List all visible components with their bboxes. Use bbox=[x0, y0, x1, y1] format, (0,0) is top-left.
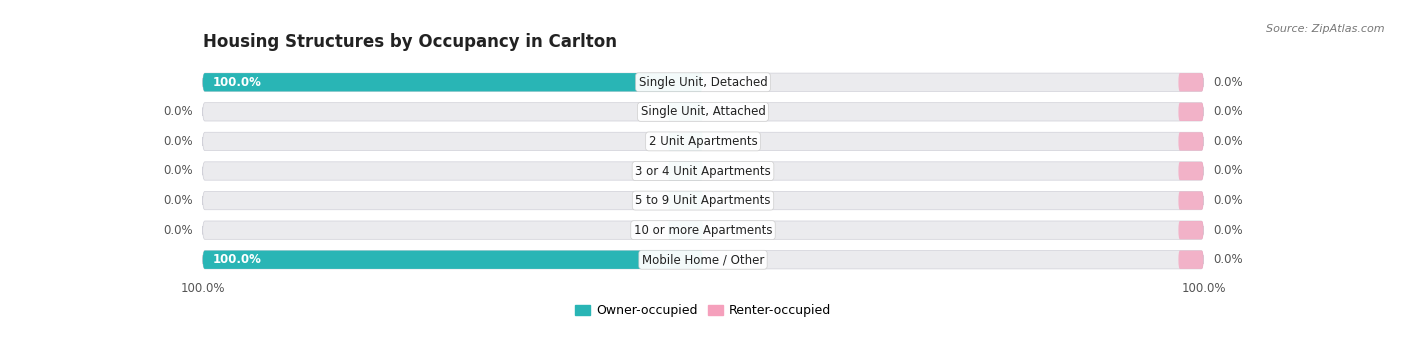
Text: 100.0%: 100.0% bbox=[1181, 282, 1226, 295]
Text: 100.0%: 100.0% bbox=[180, 282, 225, 295]
Text: 0.0%: 0.0% bbox=[1213, 194, 1243, 207]
Text: Single Unit, Attached: Single Unit, Attached bbox=[641, 105, 765, 118]
Text: 0.0%: 0.0% bbox=[163, 194, 193, 207]
FancyBboxPatch shape bbox=[202, 73, 703, 91]
Text: 5 to 9 Unit Apartments: 5 to 9 Unit Apartments bbox=[636, 194, 770, 207]
FancyBboxPatch shape bbox=[1178, 132, 1204, 150]
FancyBboxPatch shape bbox=[202, 73, 1204, 91]
Text: Single Unit, Detached: Single Unit, Detached bbox=[638, 76, 768, 89]
FancyBboxPatch shape bbox=[668, 103, 703, 121]
FancyBboxPatch shape bbox=[202, 251, 1204, 269]
Text: 0.0%: 0.0% bbox=[163, 105, 193, 118]
Text: Mobile Home / Other: Mobile Home / Other bbox=[641, 253, 765, 266]
Legend: Owner-occupied, Renter-occupied: Owner-occupied, Renter-occupied bbox=[569, 299, 837, 323]
FancyBboxPatch shape bbox=[1178, 221, 1204, 239]
Text: 0.0%: 0.0% bbox=[163, 165, 193, 177]
FancyBboxPatch shape bbox=[668, 192, 703, 210]
Text: 0.0%: 0.0% bbox=[163, 135, 193, 148]
Text: 0.0%: 0.0% bbox=[1213, 253, 1243, 266]
Text: Housing Structures by Occupancy in Carlton: Housing Structures by Occupancy in Carlt… bbox=[202, 33, 617, 51]
Text: 0.0%: 0.0% bbox=[1213, 165, 1243, 177]
FancyBboxPatch shape bbox=[668, 162, 703, 180]
FancyBboxPatch shape bbox=[1178, 251, 1204, 269]
Text: 0.0%: 0.0% bbox=[1213, 76, 1243, 89]
Text: 2 Unit Apartments: 2 Unit Apartments bbox=[648, 135, 758, 148]
FancyBboxPatch shape bbox=[1178, 162, 1204, 180]
Text: 100.0%: 100.0% bbox=[212, 253, 262, 266]
Text: 10 or more Apartments: 10 or more Apartments bbox=[634, 224, 772, 237]
FancyBboxPatch shape bbox=[668, 132, 703, 150]
FancyBboxPatch shape bbox=[202, 103, 1204, 121]
Text: 3 or 4 Unit Apartments: 3 or 4 Unit Apartments bbox=[636, 165, 770, 177]
FancyBboxPatch shape bbox=[1178, 103, 1204, 121]
Text: 0.0%: 0.0% bbox=[1213, 224, 1243, 237]
Text: 0.0%: 0.0% bbox=[163, 224, 193, 237]
Text: 0.0%: 0.0% bbox=[1213, 135, 1243, 148]
FancyBboxPatch shape bbox=[202, 192, 1204, 210]
FancyBboxPatch shape bbox=[668, 221, 703, 239]
Text: 100.0%: 100.0% bbox=[212, 76, 262, 89]
FancyBboxPatch shape bbox=[202, 162, 1204, 180]
FancyBboxPatch shape bbox=[202, 221, 1204, 239]
Text: Source: ZipAtlas.com: Source: ZipAtlas.com bbox=[1267, 24, 1385, 34]
FancyBboxPatch shape bbox=[202, 251, 703, 269]
FancyBboxPatch shape bbox=[202, 132, 1204, 150]
FancyBboxPatch shape bbox=[1178, 192, 1204, 210]
Text: 0.0%: 0.0% bbox=[1213, 105, 1243, 118]
FancyBboxPatch shape bbox=[1178, 73, 1204, 91]
